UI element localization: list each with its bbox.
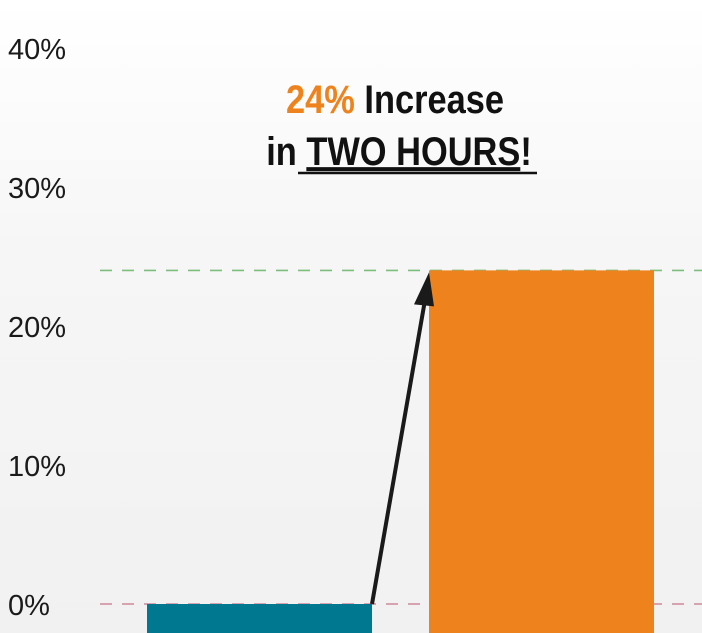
arrow-head (414, 272, 434, 307)
annotation-line-2: in TWO HOURS! (266, 129, 532, 174)
y-tick-label: 30% (8, 173, 66, 205)
annotation-suffix: ! (520, 129, 531, 174)
annotation-prefix: in (266, 129, 306, 174)
y-tick-label: 40% (8, 34, 66, 66)
y-tick-label: 20% (8, 312, 66, 344)
annotation-highlight: 24% (286, 77, 355, 122)
arrow-shaft (370, 294, 428, 605)
y-tick-label: 0% (8, 590, 50, 622)
bar (429, 270, 654, 633)
annotation-text: Increase (355, 77, 504, 122)
annotation-underlined: TWO HOURS (306, 129, 520, 174)
y-tick-label: 10% (8, 451, 66, 483)
annotation-line-1: 24% Increase (286, 77, 504, 122)
bar (147, 604, 372, 633)
